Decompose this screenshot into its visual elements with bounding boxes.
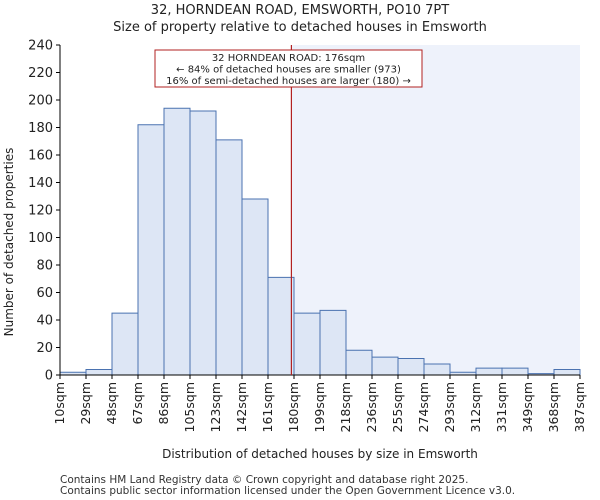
histogram-bar (423, 363, 451, 376)
x-tick-label: 105sqm (182, 382, 197, 432)
chart-subtitle: Size of property relative to detached ho… (113, 20, 487, 35)
histogram-bar (475, 367, 503, 376)
x-tick-label: 349sqm (520, 382, 535, 432)
y-tick-label: 200 (28, 94, 53, 109)
x-tick-label: 293sqm (442, 382, 457, 432)
y-tick-label: 20 (36, 341, 53, 356)
x-tick-label: 368sqm (546, 382, 561, 432)
x-tick-label: 236sqm (364, 382, 379, 432)
histogram-bar (189, 110, 217, 376)
x-tick-label: 199sqm (312, 382, 327, 432)
x-tick-label: 86sqm (156, 382, 171, 425)
y-tick-label: 100 (28, 231, 53, 246)
x-tick-label: 274sqm (416, 382, 431, 432)
y-tick-label: 80 (36, 259, 53, 274)
chart-title: 32, HORNDEAN ROAD, EMSWORTH, PO10 7PT (150, 3, 450, 18)
x-axis-label: Distribution of detached houses by size … (162, 447, 478, 461)
histogram-bar (137, 124, 165, 376)
x-tick-label: 29sqm (78, 382, 93, 425)
x-tick-label: 331sqm (494, 382, 509, 432)
histogram-bar (85, 369, 113, 376)
histogram-bar (163, 107, 191, 376)
histogram-chart: 0 20 40 60 80 100 120 140 160 180 200 220 240 10sqm 2… (2, 39, 587, 462)
y-tick-label: 140 (28, 176, 53, 191)
histogram-bar (319, 309, 347, 376)
annotation-line: 32 HORNDEAN ROAD: 176sqm (212, 53, 365, 64)
footer-line-2: Contains public sector information licen… (60, 485, 516, 497)
y-tick-label: 0 (45, 369, 53, 384)
histogram-bar (397, 358, 425, 376)
x-tick-label: 312sqm (468, 382, 483, 432)
x-tick-label: 67sqm (130, 382, 145, 425)
y-tick-label: 240 (28, 39, 53, 54)
y-tick-label: 40 (36, 314, 53, 329)
annotation-box (154, 49, 423, 88)
x-tick-label: 48sqm (104, 382, 119, 425)
y-tick-label: 60 (36, 286, 53, 301)
histogram-bar (345, 349, 373, 376)
histogram-bar (267, 276, 295, 376)
x-tick-label: 180sqm (286, 382, 301, 432)
histogram-bar (293, 312, 321, 376)
histogram-bar (241, 198, 269, 376)
histogram-bar (111, 312, 139, 376)
y-tick-label: 120 (28, 204, 53, 219)
y-axis-label: Number of detached properties (2, 148, 16, 337)
footer-line-1: Contains HM Land Registry data © Crown c… (60, 474, 469, 486)
annotation-line: 16% of semi-detached houses are larger (… (166, 76, 411, 87)
x-tick-label: 218sqm (338, 382, 353, 432)
x-tick-label: 142sqm (234, 382, 249, 432)
x-tick-label: 387sqm (572, 382, 587, 432)
annotation-line: ← 84% of detached houses are smaller (97… (176, 65, 401, 76)
histogram-bar (215, 139, 243, 376)
x-tick-label: 10sqm (52, 382, 67, 425)
histogram-bar (371, 356, 399, 376)
y-tick-label: 220 (28, 66, 53, 81)
x-tick-label: 161sqm (260, 382, 275, 432)
x-tick-label: 123sqm (208, 382, 223, 432)
histogram-bar (553, 369, 581, 376)
x-tick-label: 255sqm (390, 382, 405, 432)
y-tick-label: 180 (28, 121, 53, 136)
y-tick-label: 160 (28, 149, 53, 164)
histogram-bar (501, 367, 529, 376)
